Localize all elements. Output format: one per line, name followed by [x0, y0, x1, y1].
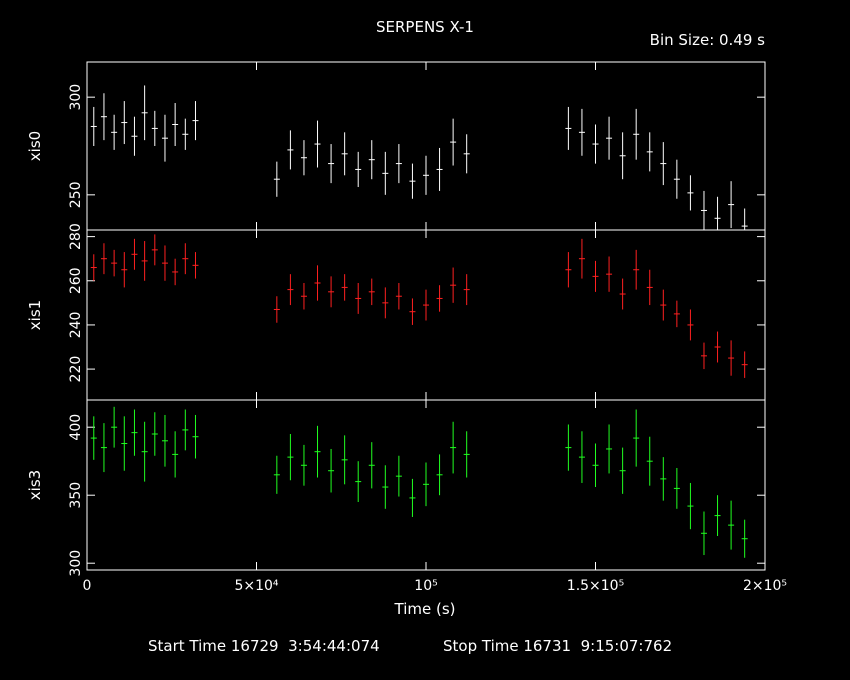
stop-time-label: Stop Time 16731 9:15:07:762 [443, 637, 672, 655]
y-tick-label: 400 [68, 414, 84, 441]
panel-xis3: 300 350 400 xis3 [26, 399, 766, 577]
start-time-label: Start Time 16729 3:54:44:074 [148, 637, 380, 655]
panel-xis0: 250 300 xis0 [26, 61, 766, 231]
x-axis: 0 5×10⁴ 10⁵ 1.5×10⁵ 2×10⁵ [83, 578, 788, 594]
x-tick-label: 2×10⁵ [743, 578, 787, 594]
panel-xis1: 220 240 260 280 xis1 [26, 223, 766, 401]
y-tick-label: 300 [68, 550, 84, 577]
series-xis3 [90, 406, 748, 558]
y-tick-label: 240 [68, 312, 84, 339]
y-tick-label: 350 [68, 482, 84, 509]
y-tick-label: 220 [68, 356, 84, 383]
x-tick-label: 5×10⁴ [234, 578, 278, 594]
y-axis-label-xis3: xis3 [26, 470, 44, 500]
y-tick-label: 250 [68, 181, 84, 208]
y-tick-label: 260 [68, 267, 84, 294]
chart-title: SERPENS X-1 [376, 18, 474, 36]
bin-size-label: Bin Size: 0.49 s [650, 31, 766, 49]
series-xis0 [90, 85, 748, 230]
y-tick-label: 280 [68, 223, 84, 250]
y-axis-label-xis0: xis0 [26, 131, 44, 161]
x-tick-label: 0 [83, 578, 92, 594]
x-tick-label: 1.5×10⁵ [567, 578, 624, 594]
series-xis1 [90, 234, 748, 378]
x-axis-label: Time (s) [394, 600, 456, 618]
panels-group: 250 300 xis0 220 240 260 280 xis1 300 350 400 xis3 [26, 61, 766, 577]
y-axis-label-xis1: xis1 [26, 300, 44, 330]
x-tick-label: 10⁵ [414, 578, 437, 594]
y-tick-label: 300 [68, 84, 84, 111]
